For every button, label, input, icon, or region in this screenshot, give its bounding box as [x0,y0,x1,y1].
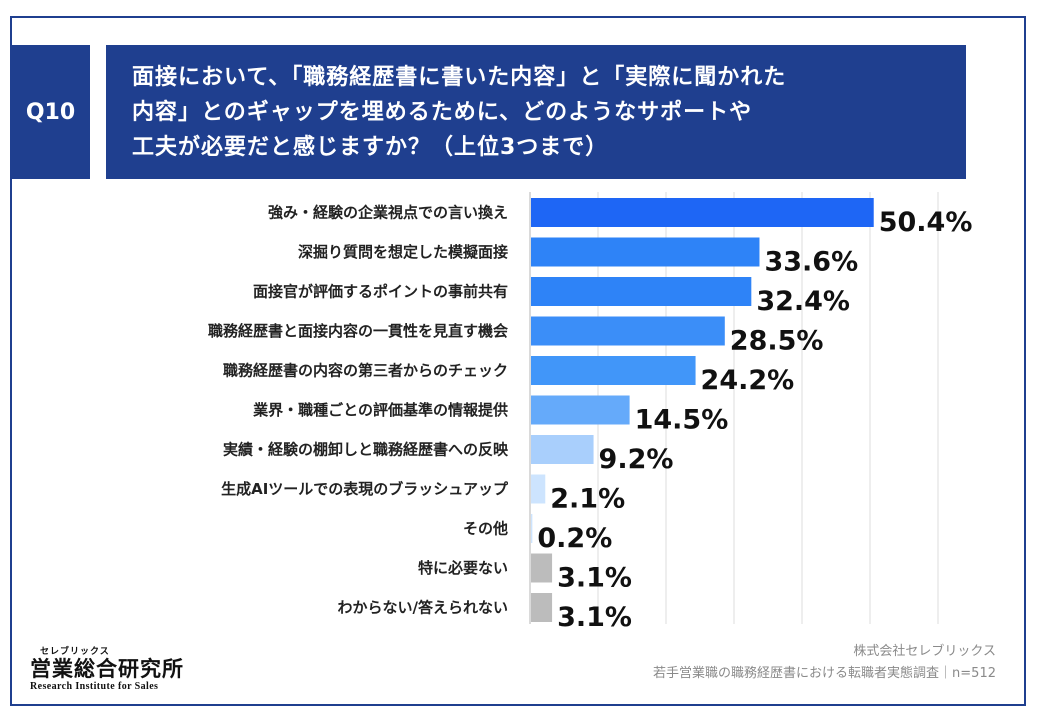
category-label: 生成AIツールでの表現のブラッシュアップ [221,480,509,498]
footer-company: 株式会社セレブリックス [853,644,996,659]
category-label: 面接官が評価するポイントの事前共有 [253,283,508,301]
value-label: 28.5% [730,326,824,357]
bar [531,593,553,622]
value-label: 3.1% [557,563,632,594]
question-number-badge: Q10 [11,45,90,179]
bar [531,277,752,306]
value-label: 0.2% [537,523,612,554]
category-label: 職務経歴書の内容の第三者からのチェック [223,362,508,380]
footer: 株式会社セレブリックス 若手営業職の職務経歴書における転職者実態調査｜n=512 [653,641,996,685]
bar [531,553,553,583]
value-label: 33.6% [764,247,858,278]
category-label: その他 [463,520,508,538]
category-label: 特に必要ない [418,559,508,577]
value-label: 9.2% [599,444,674,475]
category-label: 強み・経験の企業視点での言い換え [268,204,508,222]
logo-english: Research Institute for Sales [30,681,159,692]
bar [531,514,533,543]
value-label: 32.4% [756,286,850,317]
value-label: 3.1% [557,602,632,633]
bar [531,356,696,385]
category-label: 実績・経験の棚卸しと職務経歴書への反映 [223,441,509,459]
logo: セレブリックス 営業総合研究所 Research Institute for S… [30,644,205,692]
bar [531,316,725,346]
bar [531,435,594,464]
logo-name: 営業総合研究所 [30,656,184,681]
bar [531,198,874,227]
value-label: 14.5% [635,405,729,436]
question-text: 面接において、「職務経歴書に書いた内容」と「実際に聞かれた 内容」とのギャップを… [106,45,966,179]
value-label: 24.2% [701,365,795,396]
category-label: 深掘り質問を想定した模擬面接 [298,243,508,261]
value-label: 50.4% [879,207,973,238]
logo-kana: セレブリックス [40,647,110,657]
category-label: 業界・職種ごとの評価基準の情報提供 [252,401,508,419]
category-label: 職務経歴書と面接内容の一貫性を見直す機会 [208,322,508,340]
bar [531,237,760,267]
bar [531,395,630,425]
footer-survey: 若手営業職の職務経歴書における転職者実態調査｜n=512 [653,666,996,681]
category-label: わからない/答えられない [338,599,508,617]
bar [531,474,546,504]
outer-frame [10,16,1026,706]
value-label: 2.1% [550,484,625,515]
